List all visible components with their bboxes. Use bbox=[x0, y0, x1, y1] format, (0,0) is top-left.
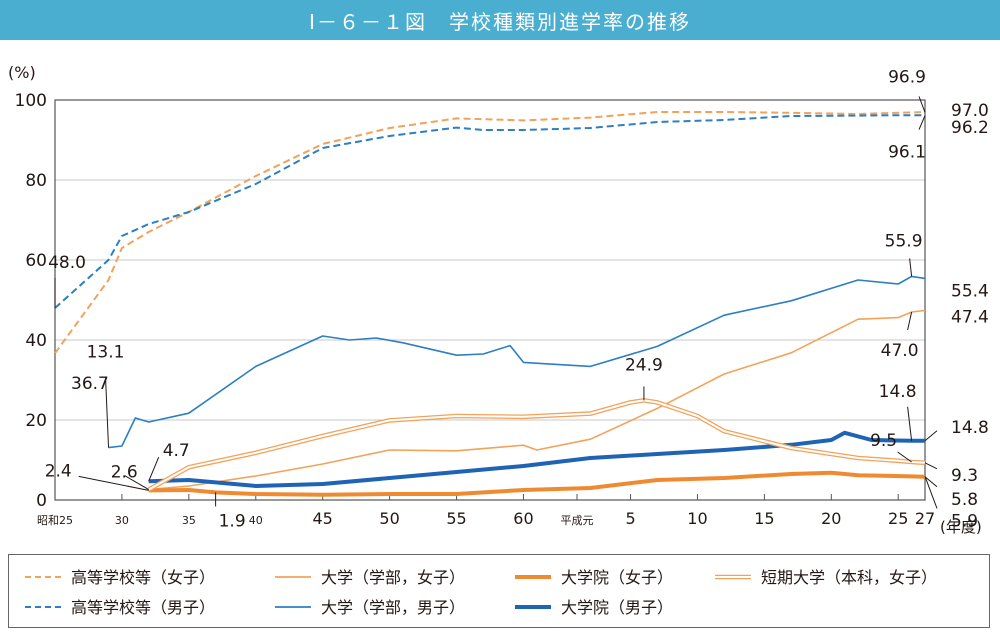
x-tick-label: 15 bbox=[754, 509, 774, 528]
x-tick-label: 35 bbox=[182, 514, 196, 527]
annotation-leader bbox=[907, 311, 913, 331]
annotation-leader bbox=[924, 430, 938, 442]
x-tick-label: 27 bbox=[915, 509, 935, 528]
legend-item: 大学（学部，男子） bbox=[275, 598, 465, 617]
annotation-leader bbox=[907, 406, 913, 441]
legend-label: 高等学校等（男子） bbox=[71, 598, 215, 617]
series-layer bbox=[54, 111, 926, 497]
x-tick-label: 30 bbox=[115, 514, 129, 527]
y-tick-label: 100 bbox=[15, 91, 47, 111]
series-line bbox=[54, 114, 925, 309]
data-label: 14.8 bbox=[879, 382, 917, 402]
legend-svg: 高等学校等（女子） 大学（学部，女子） 大学院（女子） 短期大学（本科，女子） 高等学校… bbox=[25, 568, 937, 617]
data-label: 96.9 bbox=[888, 67, 926, 87]
annotation-leader bbox=[918, 115, 926, 130]
series-line bbox=[148, 470, 926, 497]
y-tick-label: 80 bbox=[25, 171, 47, 191]
data-label: 47.4 bbox=[951, 307, 989, 327]
annotations-layer: 96.997.096.296.148.036.755.955.447.447.0… bbox=[45, 67, 989, 531]
legend-label: 高等学校等（女子） bbox=[71, 568, 215, 587]
data-label: 96.2 bbox=[951, 118, 989, 138]
legend-item: 大学（学部，女子） bbox=[275, 568, 465, 587]
y-tick-label: 20 bbox=[25, 411, 47, 431]
x-tick-label: 5 bbox=[625, 509, 635, 528]
series-line-inner bbox=[148, 399, 926, 491]
data-label: 5.9 bbox=[951, 511, 978, 531]
x-tick-label: 45 bbox=[313, 509, 333, 528]
x-tick-label: 40 bbox=[249, 514, 263, 527]
page-title: Ⅰ－６－１図 学校種類別進学率の推移 bbox=[309, 9, 691, 34]
legend-label: 短期大学（本科，女子） bbox=[761, 568, 937, 587]
data-label: 24.9 bbox=[625, 355, 663, 375]
series-line bbox=[54, 111, 926, 354]
x-tick-label: 60 bbox=[513, 509, 533, 528]
data-label: 14.8 bbox=[951, 418, 989, 438]
legend-item: 大学院（男子） bbox=[515, 598, 673, 617]
annotation-leader bbox=[148, 457, 160, 482]
legend-label: 大学院（女子） bbox=[561, 568, 673, 587]
series-line bbox=[108, 275, 926, 449]
annotation-leader bbox=[909, 258, 913, 277]
data-label: 5.8 bbox=[951, 490, 978, 510]
x-tick-label: 50 bbox=[379, 509, 399, 528]
legend: 高等学校等（女子） 大学（学部，女子） 大学院（女子） 短期大学（本科，女子） 高等学校… bbox=[8, 554, 990, 628]
data-label: 4.7 bbox=[163, 441, 190, 461]
annotation-leader bbox=[897, 451, 912, 463]
series-line bbox=[148, 430, 925, 488]
chart-title-bar: Ⅰ－６－１図 学校種類別進学率の推移 bbox=[0, 0, 1000, 40]
annotation-leader bbox=[924, 476, 938, 509]
legend-item: 短期大学（本科，女子） bbox=[715, 568, 937, 587]
data-label: 2.6 bbox=[111, 463, 138, 483]
data-label: 96.1 bbox=[888, 143, 926, 163]
x-tick-label: 25 bbox=[888, 509, 908, 528]
y-tick-label: 40 bbox=[25, 331, 47, 351]
data-label: 1.9 bbox=[219, 511, 246, 531]
data-label: 2.4 bbox=[45, 461, 72, 481]
annotation-leader bbox=[924, 462, 938, 470]
series-line-outer bbox=[147, 398, 926, 492]
ticks-layer: 0 20 40 60 80 100 昭和25 30 35 40 45 50 55 60 平成元 5 10 15 20… bbox=[15, 91, 936, 528]
y-tick-label: 60 bbox=[25, 251, 47, 271]
x-tick-label: 20 bbox=[821, 509, 841, 528]
data-label: 97.0 bbox=[951, 101, 989, 121]
data-label: 48.0 bbox=[48, 253, 86, 273]
x-tick-label: 昭和25 bbox=[37, 514, 73, 527]
y-axis-label: (%) bbox=[8, 63, 36, 82]
x-tick-label: 55 bbox=[446, 509, 466, 528]
series-line bbox=[148, 309, 926, 491]
data-label: 55.9 bbox=[885, 231, 923, 251]
data-label: 9.3 bbox=[951, 466, 978, 486]
x-tick-label: 平成元 bbox=[561, 514, 594, 527]
annotation-leader bbox=[924, 476, 938, 488]
x-tick-label: 10 bbox=[687, 509, 707, 528]
legend-item: 高等学校等（男子） bbox=[25, 598, 215, 617]
data-label: 47.0 bbox=[881, 341, 919, 361]
annotation-leader bbox=[124, 475, 149, 491]
y-tick-label: 0 bbox=[36, 491, 47, 511]
legend-item: 大学院（女子） bbox=[515, 568, 673, 587]
annotation-leader bbox=[918, 96, 926, 113]
legend-label: 大学（学部，男子） bbox=[321, 598, 465, 617]
annotation-leader bbox=[78, 475, 149, 491]
data-label: 36.7 bbox=[71, 374, 109, 394]
data-label: 13.1 bbox=[87, 343, 125, 363]
legend-label: 大学（学部，女子） bbox=[321, 568, 465, 587]
annotation-leader bbox=[105, 377, 110, 448]
annotation-leaders bbox=[54, 96, 938, 509]
x-axis-label: (年度) bbox=[940, 518, 982, 536]
legend-label: 大学院（男子） bbox=[561, 598, 673, 617]
legend-item: 高等学校等（女子） bbox=[25, 568, 215, 587]
data-label: 9.5 bbox=[870, 431, 897, 451]
data-label: 55.4 bbox=[951, 281, 989, 301]
